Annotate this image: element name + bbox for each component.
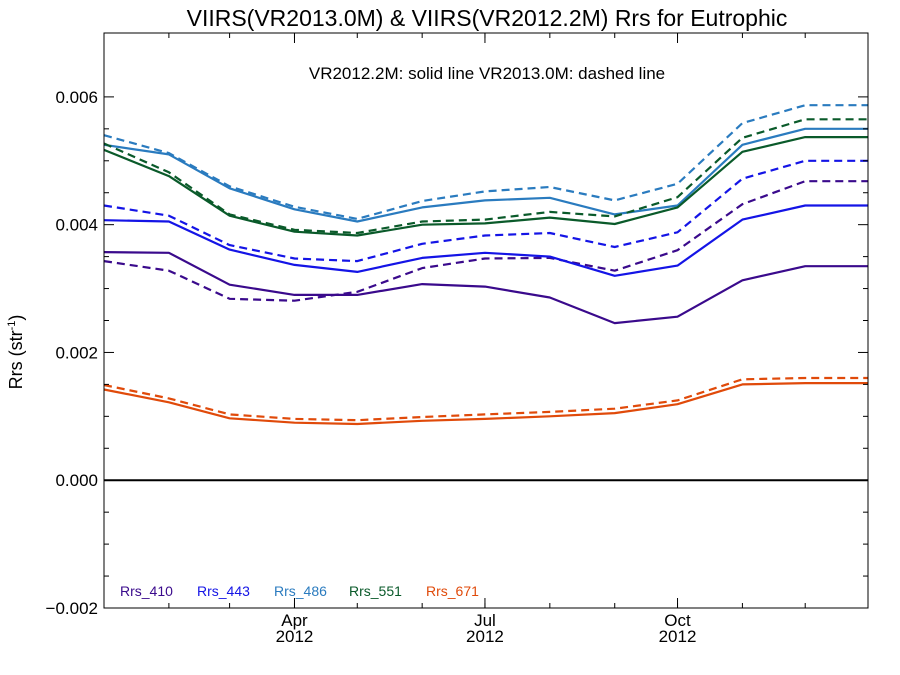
- y-axis-label-superscript: -1: [6, 321, 18, 331]
- plot-area: [103, 104, 868, 482]
- legend: Rrs_410 Rrs_443 Rrs_486 Rrs_551 Rrs_671: [120, 583, 479, 599]
- x-tick-label-month: Jul: [474, 611, 496, 630]
- chart-subtitle: VR2012.2M: solid line VR2013.0M: dashed …: [309, 64, 665, 83]
- series-line-rrs-671-dashed: [103, 376, 868, 422]
- x-tick-label-year: 2012: [276, 627, 314, 646]
- y-tick-label: −0.002: [46, 599, 98, 618]
- series-line-rrs-443-dashed: [103, 159, 868, 263]
- x-tick-label-year: 2012: [659, 627, 697, 646]
- y-tick-label: 0.002: [55, 343, 98, 362]
- x-tick-label-year: 2012: [466, 627, 504, 646]
- legend-item-rrs-443: Rrs_443: [197, 583, 250, 599]
- legend-item-rrs-551: Rrs_551: [349, 583, 402, 599]
- x-tick-label-month: Apr: [281, 611, 308, 630]
- legend-item-rrs-486: Rrs_486: [274, 583, 327, 599]
- series-line-rrs-486-solid: [103, 127, 868, 223]
- y-axis-ticks: −0.002 0.000 0.002 0.004 0.006: [46, 88, 868, 618]
- series-line-rrs-671-solid: [103, 382, 868, 426]
- series-line-rrs-486-dashed: [103, 104, 868, 220]
- y-tick-label: 0.006: [55, 88, 98, 107]
- series-line-rrs-551-solid: [103, 136, 868, 237]
- x-tick-label-month: Oct: [664, 611, 691, 630]
- series-line-rrs-410-solid: [103, 251, 868, 325]
- y-tick-label: 0.004: [55, 216, 98, 235]
- chart-title: VIIRS(VR2013.0M) & VIIRS(VR2012.2M) Rrs …: [187, 5, 788, 31]
- y-axis-label-text: Rrs (str: [6, 330, 26, 389]
- series-line-rrs-551-dashed: [103, 118, 868, 235]
- series-line-rrs-443-solid: [103, 204, 868, 277]
- y-axis-label-close: ): [6, 315, 26, 321]
- y-tick-label: 0.000: [55, 471, 98, 490]
- legend-item-rrs-410: Rrs_410: [120, 583, 173, 599]
- series-line-rrs-410-dashed: [103, 180, 868, 302]
- legend-item-rrs-671: Rrs_671: [426, 583, 479, 599]
- y-axis-label: Rrs (str-1): [6, 315, 26, 390]
